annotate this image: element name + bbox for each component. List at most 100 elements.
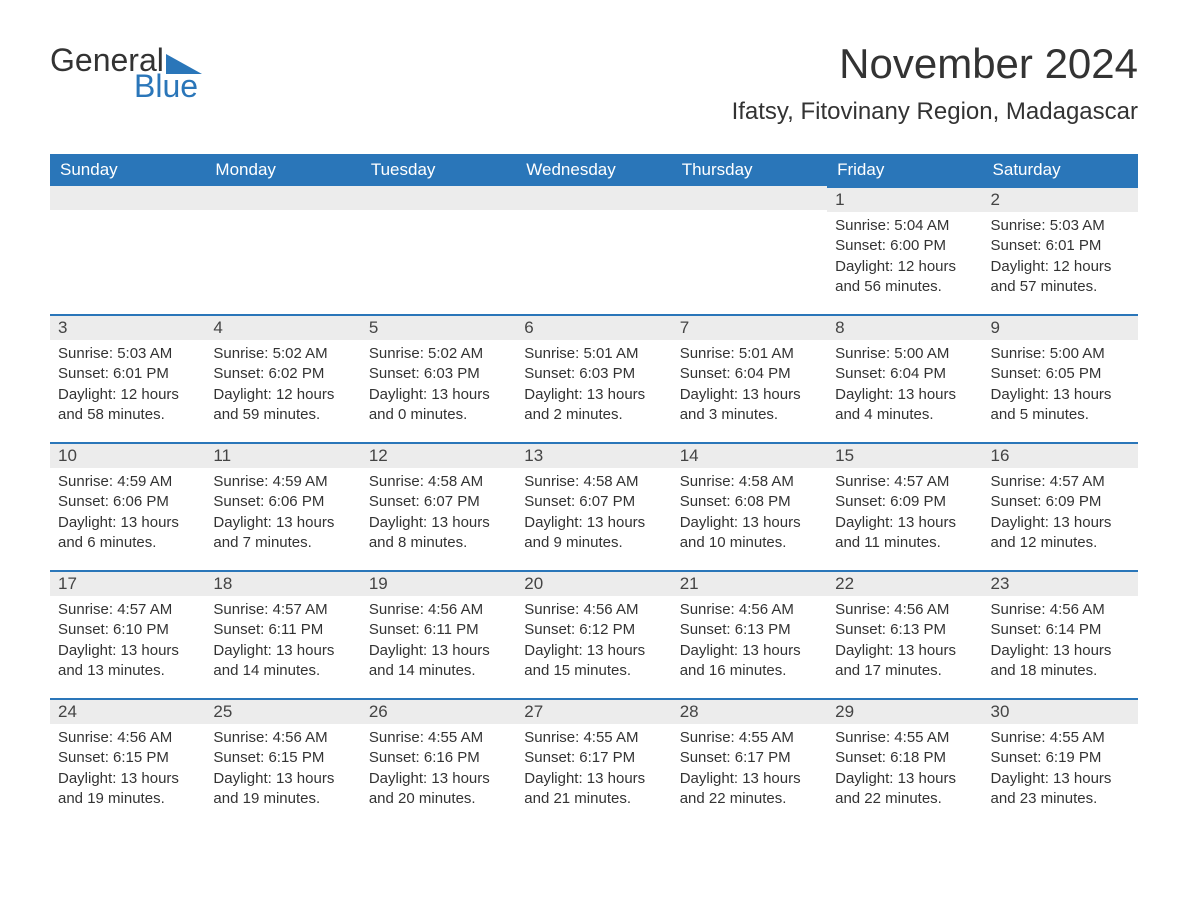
day-details: Sunrise: 4:56 AMSunset: 6:15 PMDaylight:… bbox=[205, 724, 360, 821]
sunrise-text: Sunrise: 4:55 AM bbox=[369, 728, 508, 748]
day-number: 24 bbox=[50, 698, 205, 724]
sunrise-text: Sunrise: 4:55 AM bbox=[680, 728, 819, 748]
day-details: Sunrise: 4:58 AMSunset: 6:07 PMDaylight:… bbox=[361, 468, 516, 565]
daylight-text: Daylight: 13 hours and 0 minutes. bbox=[369, 385, 508, 426]
day-number: 23 bbox=[983, 570, 1138, 596]
day-details: Sunrise: 4:56 AMSunset: 6:13 PMDaylight:… bbox=[827, 596, 982, 693]
daylight-text: Daylight: 13 hours and 19 minutes. bbox=[58, 769, 197, 810]
weekday-header: Saturday bbox=[983, 154, 1138, 186]
day-number: 21 bbox=[672, 570, 827, 596]
calendar-cell: 27Sunrise: 4:55 AMSunset: 6:17 PMDayligh… bbox=[516, 698, 671, 826]
sunset-text: Sunset: 6:08 PM bbox=[680, 492, 819, 512]
sunrise-text: Sunrise: 4:57 AM bbox=[213, 600, 352, 620]
daylight-text: Daylight: 13 hours and 9 minutes. bbox=[524, 513, 663, 554]
calendar-cell: 25Sunrise: 4:56 AMSunset: 6:15 PMDayligh… bbox=[205, 698, 360, 826]
logo-word-2: Blue bbox=[134, 70, 202, 102]
calendar-cell: 4Sunrise: 5:02 AMSunset: 6:02 PMDaylight… bbox=[205, 314, 360, 442]
sunrise-text: Sunrise: 5:02 AM bbox=[369, 344, 508, 364]
calendar-cell: 13Sunrise: 4:58 AMSunset: 6:07 PMDayligh… bbox=[516, 442, 671, 570]
sunrise-text: Sunrise: 4:55 AM bbox=[524, 728, 663, 748]
page-header: General Blue November 2024 Ifatsy, Fitov… bbox=[50, 40, 1138, 126]
sunrise-text: Sunrise: 4:57 AM bbox=[991, 472, 1130, 492]
calendar-cell: 7Sunrise: 5:01 AMSunset: 6:04 PMDaylight… bbox=[672, 314, 827, 442]
calendar-cell: 8 Sunrise: 5:00 AMSunset: 6:04 PMDaylight… bbox=[827, 314, 982, 442]
daylight-text: Daylight: 12 hours and 57 minutes. bbox=[991, 257, 1130, 298]
day-details: Sunrise: 4:55 AMSunset: 6:17 PMDaylight:… bbox=[672, 724, 827, 821]
calendar-cell: 5Sunrise: 5:02 AMSunset: 6:03 PMDaylight… bbox=[361, 314, 516, 442]
calendar-week-row: 3Sunrise: 5:03 AMSunset: 6:01 PMDaylight… bbox=[50, 314, 1138, 442]
day-details: Sunrise: 4:57 AMSunset: 6:11 PMDaylight:… bbox=[205, 596, 360, 693]
daylight-text: Daylight: 12 hours and 59 minutes. bbox=[213, 385, 352, 426]
sunset-text: Sunset: 6:03 PM bbox=[524, 364, 663, 384]
calendar-cell bbox=[672, 186, 827, 314]
calendar-cell: 28Sunrise: 4:55 AMSunset: 6:17 PMDayligh… bbox=[672, 698, 827, 826]
calendar-week-row: 10Sunrise: 4:59 AMSunset: 6:06 PMDayligh… bbox=[50, 442, 1138, 570]
sunset-text: Sunset: 6:02 PM bbox=[213, 364, 352, 384]
sunset-text: Sunset: 6:10 PM bbox=[58, 620, 197, 640]
day-details: Sunrise: 4:57 AMSunset: 6:10 PMDaylight:… bbox=[50, 596, 205, 693]
sunset-text: Sunset: 6:04 PM bbox=[835, 364, 974, 384]
calendar-cell: 20Sunrise: 4:56 AMSunset: 6:12 PMDayligh… bbox=[516, 570, 671, 698]
calendar-cell: 22Sunrise: 4:56 AMSunset: 6:13 PMDayligh… bbox=[827, 570, 982, 698]
day-details: Sunrise: 5:02 AMSunset: 6:02 PMDaylight:… bbox=[205, 340, 360, 437]
calendar-cell: 18Sunrise: 4:57 AMSunset: 6:11 PMDayligh… bbox=[205, 570, 360, 698]
daylight-text: Daylight: 13 hours and 5 minutes. bbox=[991, 385, 1130, 426]
sunrise-text: Sunrise: 4:55 AM bbox=[835, 728, 974, 748]
sunset-text: Sunset: 6:11 PM bbox=[369, 620, 508, 640]
day-number: 14 bbox=[672, 442, 827, 468]
daylight-text: Daylight: 13 hours and 17 minutes. bbox=[835, 641, 974, 682]
daylight-text: Daylight: 12 hours and 58 minutes. bbox=[58, 385, 197, 426]
sunrise-text: Sunrise: 5:01 AM bbox=[524, 344, 663, 364]
daylight-text: Daylight: 13 hours and 21 minutes. bbox=[524, 769, 663, 810]
daylight-text: Daylight: 13 hours and 7 minutes. bbox=[213, 513, 352, 554]
calendar-week-row: 24Sunrise: 4:56 AMSunset: 6:15 PMDayligh… bbox=[50, 698, 1138, 826]
day-number: 25 bbox=[205, 698, 360, 724]
daylight-text: Daylight: 13 hours and 22 minutes. bbox=[835, 769, 974, 810]
weekday-header: Monday bbox=[205, 154, 360, 186]
day-number: 8 bbox=[827, 314, 982, 340]
calendar-cell: 17Sunrise: 4:57 AMSunset: 6:10 PMDayligh… bbox=[50, 570, 205, 698]
sunset-text: Sunset: 6:09 PM bbox=[991, 492, 1130, 512]
sunrise-text: Sunrise: 4:56 AM bbox=[58, 728, 197, 748]
calendar-cell: 16 Sunrise: 4:57 AMSunset: 6:09 PMDayligh… bbox=[983, 442, 1138, 570]
day-number: 11 bbox=[205, 442, 360, 468]
sunset-text: Sunset: 6:03 PM bbox=[369, 364, 508, 384]
day-number: 9 bbox=[983, 314, 1138, 340]
sunrise-text: Sunrise: 4:58 AM bbox=[680, 472, 819, 492]
weekday-header: Tuesday bbox=[361, 154, 516, 186]
sunset-text: Sunset: 6:16 PM bbox=[369, 748, 508, 768]
day-details: Sunrise: 4:59 AMSunset: 6:06 PMDaylight:… bbox=[205, 468, 360, 565]
daylight-text: Daylight: 13 hours and 2 minutes. bbox=[524, 385, 663, 426]
sunrise-text: Sunrise: 4:56 AM bbox=[991, 600, 1130, 620]
daylight-text: Daylight: 13 hours and 12 minutes. bbox=[991, 513, 1130, 554]
logo: General Blue bbox=[50, 44, 202, 102]
calendar-cell bbox=[205, 186, 360, 314]
sunrise-text: Sunrise: 5:00 AM bbox=[835, 344, 974, 364]
calendar-table: Sunday Monday Tuesday Wednesday Thursday… bbox=[50, 154, 1138, 826]
day-number: 18 bbox=[205, 570, 360, 596]
calendar-cell: 19Sunrise: 4:56 AMSunset: 6:11 PMDayligh… bbox=[361, 570, 516, 698]
day-details: Sunrise: 5:04 AMSunset: 6:00 PMDaylight:… bbox=[827, 212, 982, 309]
day-details: Sunrise: 4:57 AMSunset: 6:09 PMDaylight:… bbox=[827, 468, 982, 565]
sunset-text: Sunset: 6:12 PM bbox=[524, 620, 663, 640]
sunrise-text: Sunrise: 4:57 AM bbox=[58, 600, 197, 620]
sunset-text: Sunset: 6:00 PM bbox=[835, 236, 974, 256]
sunset-text: Sunset: 6:01 PM bbox=[991, 236, 1130, 256]
empty-day bbox=[205, 186, 360, 210]
sunrise-text: Sunrise: 4:55 AM bbox=[991, 728, 1130, 748]
day-number: 16 bbox=[983, 442, 1138, 468]
weekday-header: Wednesday bbox=[516, 154, 671, 186]
calendar-cell: 6Sunrise: 5:01 AMSunset: 6:03 PMDaylight… bbox=[516, 314, 671, 442]
day-number: 22 bbox=[827, 570, 982, 596]
daylight-text: Daylight: 13 hours and 4 minutes. bbox=[835, 385, 974, 426]
title-block: November 2024 Ifatsy, Fitovinany Region,… bbox=[732, 40, 1138, 126]
empty-day bbox=[361, 186, 516, 210]
day-details: Sunrise: 4:56 AMSunset: 6:11 PMDaylight:… bbox=[361, 596, 516, 693]
weekday-header: Sunday bbox=[50, 154, 205, 186]
day-number: 30 bbox=[983, 698, 1138, 724]
daylight-text: Daylight: 13 hours and 20 minutes. bbox=[369, 769, 508, 810]
day-details: Sunrise: 5:03 AMSunset: 6:01 PMDaylight:… bbox=[983, 212, 1138, 309]
sunset-text: Sunset: 6:18 PM bbox=[835, 748, 974, 768]
day-number: 29 bbox=[827, 698, 982, 724]
day-details: Sunrise: 5:02 AMSunset: 6:03 PMDaylight:… bbox=[361, 340, 516, 437]
